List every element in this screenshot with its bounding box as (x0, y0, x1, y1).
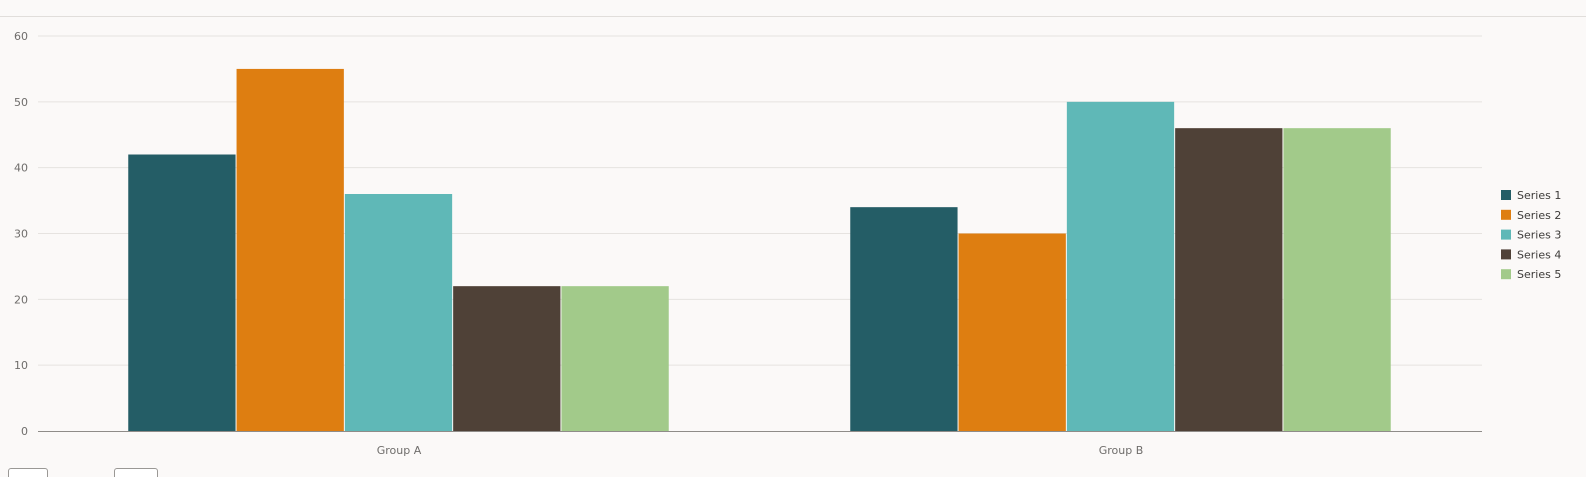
bar-2-group-b[interactable] (958, 233, 1066, 432)
legend-swatch (1501, 190, 1511, 200)
legend-swatch (1501, 269, 1511, 280)
y-tick-label: 50 (14, 96, 28, 109)
y-tick-label: 30 (14, 228, 28, 241)
legend-label: Series 1 (1517, 189, 1561, 202)
header-divider (0, 16, 1586, 17)
legend-swatch (1501, 229, 1511, 240)
category-labels: Group A Group B (377, 444, 1144, 457)
legend-label: Series 5 (1517, 268, 1561, 281)
y-tick-label: 60 (14, 30, 28, 43)
bar-3-group-a[interactable] (344, 194, 453, 431)
bars (128, 68, 1391, 432)
legend[interactable]: Series 1 Series 2 Series 3 Series 4 Series 5 (1501, 189, 1561, 281)
legend-label: Series 3 (1517, 229, 1561, 242)
legend-swatch (1501, 249, 1511, 260)
x-tick-label: Group B (1099, 444, 1144, 457)
bar-4-group-a[interactable] (453, 286, 561, 431)
legend-label: Series 2 (1517, 209, 1561, 222)
zoom-in-button[interactable] (114, 468, 158, 477)
y-axis: 0 10 20 30 40 50 60 (14, 30, 28, 438)
legend-item[interactable]: Series 5 (1501, 268, 1561, 281)
bar-5-group-a[interactable] (561, 286, 669, 431)
bar-5-group-b[interactable] (1283, 128, 1391, 431)
legend-swatch (1501, 209, 1511, 220)
y-tick-label: 20 (14, 293, 28, 306)
x-tick-label: Group A (377, 444, 422, 457)
y-tick-label: 10 (14, 359, 28, 372)
legend-item[interactable]: Series 1 (1501, 189, 1561, 202)
legend-item[interactable]: Series 3 (1501, 229, 1561, 242)
legend-item[interactable]: Series 4 (1501, 248, 1561, 261)
legend-item[interactable]: Series 2 (1501, 209, 1561, 222)
bar-4-group-b[interactable] (1175, 128, 1283, 431)
y-tick-label: 0 (21, 425, 28, 438)
legend-label: Series 4 (1517, 248, 1561, 261)
bar-3-group-b[interactable] (1066, 101, 1175, 431)
bar-2-group-a[interactable] (236, 68, 344, 432)
bar-1-group-b[interactable] (850, 207, 958, 431)
zoom-out-button[interactable] (8, 468, 48, 477)
y-tick-label: 40 (14, 162, 28, 175)
bar-1-group-a[interactable] (128, 154, 236, 432)
